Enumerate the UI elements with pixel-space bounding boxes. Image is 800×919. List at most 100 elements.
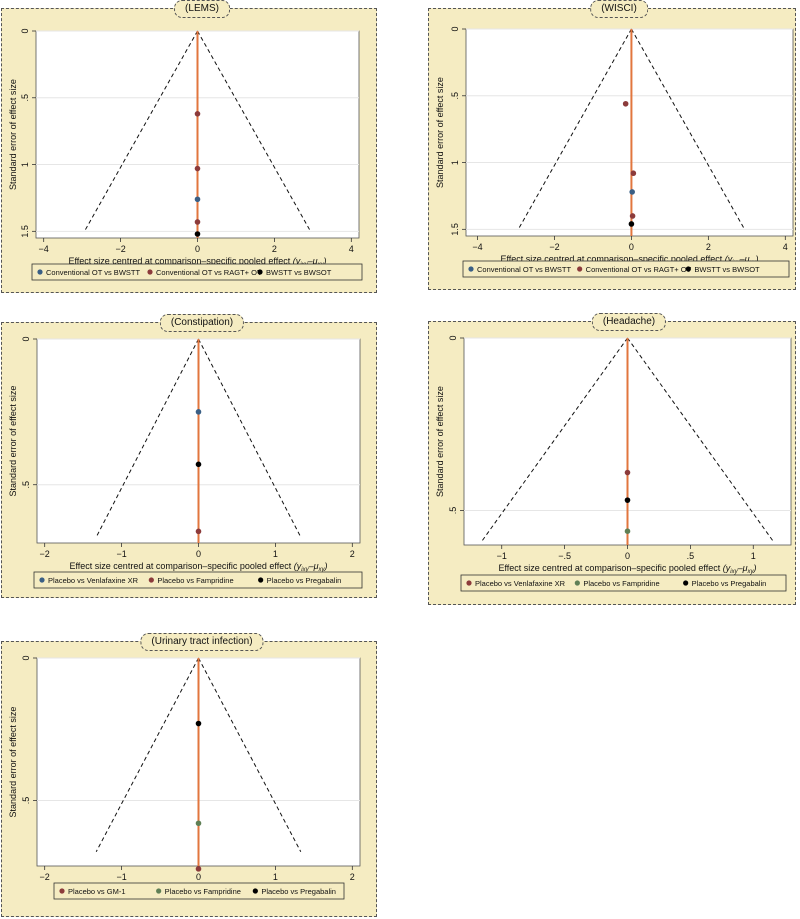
x-tick-label: 0 (196, 549, 201, 559)
y-tick-label: 0 (21, 655, 31, 660)
x-axis-label: Effect size centred at comparison–specif… (498, 563, 756, 575)
legend-marker (257, 269, 263, 275)
legend-label: BWSTT vs BWSOT (266, 268, 332, 277)
y-tick-label: .5 (20, 94, 30, 102)
legend-marker (39, 577, 45, 583)
data-point (630, 170, 637, 177)
data-point (195, 720, 202, 727)
funnel-plot-lems: 0 .5 1 1.5 −4 −2 0 2 4 Standard error of effect s… (8, 28, 363, 281)
data-point (195, 820, 202, 827)
data-point (195, 866, 202, 872)
data-point (624, 528, 631, 534)
y-tick-label: .5 (448, 507, 458, 515)
legend-marker (685, 266, 691, 272)
data-point (629, 213, 636, 219)
legend-label: Placebo vs GM-1 (68, 887, 126, 896)
y-axis-label: Standard error of effect size (8, 79, 18, 190)
legend-label: Placebo vs Venlafaxine XR (48, 576, 139, 585)
panel-wisci: (WISCI) 0 .5 1 1.5 −4 −2 0 2 4 Standard error of … (428, 0, 796, 290)
chart-title: (Headache) (591, 313, 667, 331)
legend (53, 882, 345, 900)
funnel-line-right (630, 28, 745, 230)
legend (462, 260, 790, 278)
chart-title: (WISCI) (590, 0, 648, 18)
y-tick-label: .5 (450, 92, 460, 100)
y-tick-label: .5 (21, 797, 31, 805)
data-point (624, 469, 631, 476)
y-tick-label: 1 (20, 162, 30, 167)
data-point (194, 219, 201, 225)
funnel-plot-wisci: 0 .5 1 1.5 −4 −2 0 2 4 Standard error of effect s… (435, 26, 794, 278)
legend-marker (577, 266, 583, 272)
y-tick-label: 1 (450, 160, 460, 165)
data-point (622, 100, 629, 107)
x-tick-label: 1 (273, 872, 278, 882)
data-point (194, 196, 201, 203)
data-point (195, 461, 202, 468)
data-point (194, 165, 201, 172)
chart-title: (Urinary tract infection) (140, 633, 264, 651)
x-tick-label: −.5 (558, 551, 571, 561)
funnel-line-right (197, 30, 311, 232)
x-tick-label: −4 (39, 244, 49, 254)
legend-label: Conventional OT vs RAGT+ OT (586, 265, 692, 274)
legend-marker (59, 888, 65, 894)
legend-marker (37, 269, 43, 275)
legend-marker (683, 580, 689, 586)
panel-urinary-tract-infection: (Urinary tract infection) 0 .5 −2 −1 0 1 2 Stan… (1, 633, 377, 917)
legend-label: Placebo vs Venlafaxine XR (475, 579, 566, 588)
chart-title: (LEMS) (174, 0, 230, 18)
y-tick-label: 0 (450, 26, 460, 31)
x-tick-label: 2 (706, 242, 711, 252)
legend-label: Placebo vs Pregabalin (261, 887, 336, 896)
funnel-line-left (95, 657, 199, 852)
x-tick-label: 1 (273, 549, 278, 559)
legend-marker (252, 888, 258, 894)
y-tick-label: 0 (448, 335, 458, 340)
x-tick-label: −2 (115, 244, 125, 254)
x-tick-label: 4 (783, 242, 788, 252)
y-axis-label: Standard error of effect size (435, 386, 445, 497)
x-tick-label: 4 (349, 244, 354, 254)
panel-headache: (Headache) 0 .5 −1 −.5 0 .5 1 Standard error of… (428, 313, 796, 605)
x-tick-label: −1 (497, 551, 507, 561)
legend-label: Placebo vs Pregabalin (692, 579, 767, 588)
legend-marker (574, 580, 580, 586)
y-axis-label: Standard error of effect size (8, 386, 18, 497)
x-tick-label: .5 (687, 551, 695, 561)
funnel-line-left (84, 30, 198, 232)
legend-label: Placebo vs Fampridine (165, 887, 241, 896)
data-point (195, 409, 202, 415)
plot-area (465, 28, 794, 237)
funnel-line-left (517, 28, 632, 230)
y-axis-label: Standard error of effect size (8, 707, 18, 818)
funnel-plot-headache: 0 .5 −1 −.5 0 .5 1 Standard error of effect siz… (435, 335, 792, 592)
x-tick-label: 2 (350, 549, 355, 559)
x-tick-label: 1 (751, 551, 756, 561)
y-tick-label: .5 (21, 481, 31, 489)
legend-marker (156, 888, 162, 894)
legend-marker (148, 577, 154, 583)
legend-label: Placebo vs Pregabalin (267, 576, 342, 585)
x-tick-label: 2 (272, 244, 277, 254)
legend-marker (147, 269, 153, 275)
data-point (629, 189, 635, 195)
x-tick-label: −2 (40, 549, 50, 559)
x-tick-label: 0 (195, 244, 200, 254)
data-point (194, 231, 201, 237)
data-point (194, 111, 201, 117)
legend (33, 571, 363, 589)
legend-label: Conventional OT vs BWSTT (477, 265, 571, 274)
data-point (628, 221, 635, 227)
data-point (195, 528, 202, 535)
y-tick-label: 1.5 (20, 225, 30, 238)
legend-label: Conventional OT vs BWSTT (46, 268, 140, 277)
legend-marker (468, 266, 474, 272)
legend (460, 574, 787, 592)
x-tick-label: 0 (196, 872, 201, 882)
funnel-plot-constipation: 0 .5 −2 −1 0 1 2 Standard error of effect size E… (8, 336, 363, 589)
legend-label: Conventional OT vs RAGT+ OT (156, 268, 262, 277)
x-tick-label: −1 (116, 872, 126, 882)
x-tick-label: 0 (625, 551, 630, 561)
